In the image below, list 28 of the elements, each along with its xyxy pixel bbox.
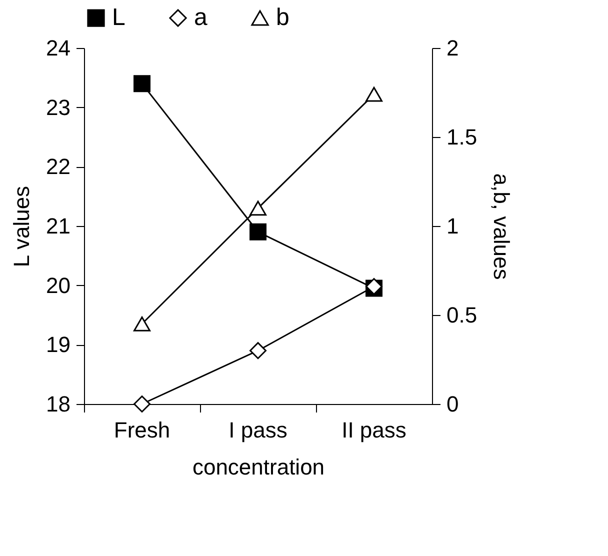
y-tick-label: 18	[46, 392, 70, 416]
y2-tick-label: 0	[446, 392, 459, 416]
point	[250, 342, 266, 360]
point	[134, 75, 150, 92]
x-tick-label: Fresh	[114, 418, 170, 442]
x-axis-title: concentration	[192, 454, 325, 480]
y-tick-label: 22	[46, 154, 70, 180]
x-tick-label: I pass	[228, 418, 288, 442]
legend-label: a	[194, 4, 208, 31]
x-tick-label: II pass	[342, 418, 406, 442]
y2-tick-label: 1	[446, 214, 459, 238]
point	[134, 316, 150, 332]
y2-tick-label: 2	[446, 36, 459, 60]
y-tick-label: 21	[46, 214, 70, 238]
y2-axis-title: a,b, values	[489, 173, 514, 280]
y-tick-label: 23	[46, 94, 70, 120]
y2-tick-label: 0.5	[446, 302, 478, 328]
point	[366, 86, 382, 102]
y2-tick-label: 1.5	[446, 124, 478, 150]
point	[250, 223, 266, 240]
y-axis-title: L values	[9, 186, 34, 268]
point	[134, 396, 150, 412]
y-tick-label: 19	[46, 332, 70, 358]
legend-label: L	[112, 4, 126, 31]
y-tick-label: 24	[46, 36, 70, 60]
point	[250, 200, 266, 216]
legend-label: b	[276, 4, 290, 31]
y-tick-label: 20	[46, 272, 70, 298]
